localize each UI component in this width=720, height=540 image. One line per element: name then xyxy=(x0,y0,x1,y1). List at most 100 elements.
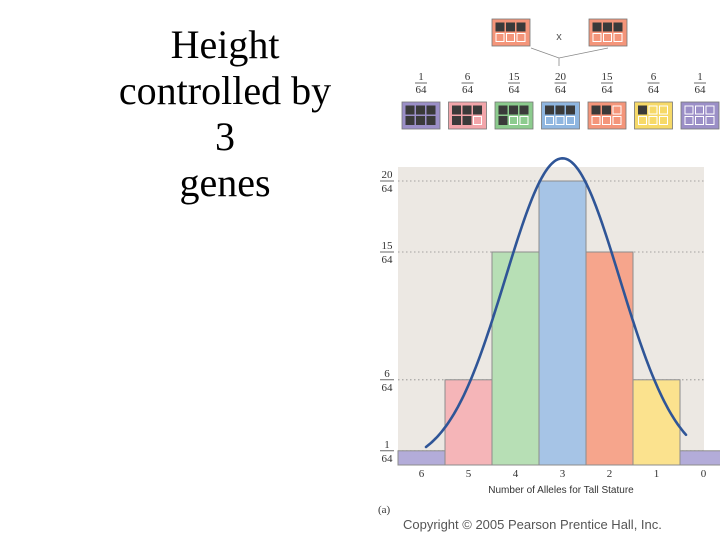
fraction-numerator: 6 xyxy=(651,71,657,83)
title-line-4: genes xyxy=(179,160,271,205)
dominant-allele-cell xyxy=(545,105,554,115)
offspring-genotype xyxy=(448,101,487,130)
bar-2-alleles xyxy=(585,251,634,466)
x-tick-label: 2 xyxy=(607,468,613,480)
dominant-allele-cell xyxy=(506,22,515,32)
recessive-allele-cell xyxy=(473,116,482,125)
offspring-fraction: 664 xyxy=(461,71,474,96)
dominant-allele-cell xyxy=(509,105,518,115)
x-tick-label: 6 xyxy=(419,468,425,480)
dominant-allele-cell xyxy=(462,105,472,115)
recessive-allele-cell xyxy=(638,116,647,125)
x-tick-label: 1 xyxy=(654,468,660,480)
recessive-allele-cell xyxy=(648,105,658,115)
recessive-allele-cell xyxy=(516,33,526,42)
recessive-allele-cell xyxy=(545,116,554,125)
fraction-numerator: 15 xyxy=(509,71,521,83)
dominant-allele-cell xyxy=(519,105,529,115)
offspring-genotype xyxy=(587,101,627,130)
x-tick-label: 3 xyxy=(560,468,566,480)
y-tick-numerator: 20 xyxy=(382,169,394,181)
dominant-allele-cell xyxy=(566,105,575,115)
parent-genotype-left xyxy=(491,18,531,47)
recessive-allele-cell xyxy=(506,33,515,42)
panel-label: (a) xyxy=(378,504,391,516)
bar-3-alleles xyxy=(538,180,587,466)
dominant-allele-cell xyxy=(498,116,508,125)
fraction-denominator: 64 xyxy=(602,84,614,96)
x-tick-label: 4 xyxy=(513,468,519,480)
dominant-allele-cell xyxy=(405,116,415,125)
offspring-fraction: 664 xyxy=(647,71,660,96)
offspring-genotype xyxy=(401,101,441,130)
recessive-allele-cell xyxy=(602,116,611,125)
recessive-allele-cell xyxy=(613,33,623,42)
title-line-2: controlled by xyxy=(118,68,332,113)
dominant-allele-cell xyxy=(638,105,647,115)
y-tick-numerator: 15 xyxy=(382,240,394,252)
parent-genotype-right xyxy=(588,18,628,47)
recessive-allele-cell xyxy=(659,116,668,125)
copyright-notice: Copyright © 2005 Pearson Prentice Hall, … xyxy=(403,517,662,532)
dominant-allele-cell xyxy=(452,105,461,115)
dominant-allele-cell xyxy=(613,22,623,32)
fraction-denominator: 64 xyxy=(695,84,707,96)
recessive-allele-cell xyxy=(705,116,715,125)
fraction-numerator: 1 xyxy=(418,71,424,83)
fraction-denominator: 64 xyxy=(555,84,567,96)
bar-6-alleles xyxy=(397,450,446,466)
fraction-numerator: 6 xyxy=(465,71,471,83)
recessive-allele-cell xyxy=(695,105,704,115)
recessive-allele-cell xyxy=(684,116,694,125)
offspring-genotype xyxy=(680,101,720,130)
recessive-allele-cell xyxy=(648,116,658,125)
bar-0-alleles xyxy=(679,450,720,466)
x-tick-label: 0 xyxy=(701,468,707,480)
dominant-allele-cell xyxy=(516,22,526,32)
dominant-allele-cell xyxy=(603,22,612,32)
dominant-allele-cell xyxy=(602,105,611,115)
fraction-denominator: 64 xyxy=(648,84,660,96)
y-tick-denominator: 64 xyxy=(382,382,394,394)
dominant-allele-cell xyxy=(473,105,482,115)
y-tick-label: 664 xyxy=(380,368,394,394)
dominant-allele-cell xyxy=(416,105,425,115)
recessive-allele-cell xyxy=(695,116,704,125)
dominant-allele-cell xyxy=(498,105,508,115)
dominant-allele-cell xyxy=(495,22,505,32)
offspring-genotype xyxy=(541,101,580,130)
offspring-fraction: 164 xyxy=(694,71,706,96)
fraction-numerator: 20 xyxy=(555,71,567,83)
fraction-denominator: 64 xyxy=(462,84,474,96)
x-axis-title: Number of Alleles for Tall Stature xyxy=(488,485,634,496)
bar-1-alleles xyxy=(632,379,681,466)
fraction-numerator: 1 xyxy=(697,71,703,83)
offspring-genotype xyxy=(494,101,534,130)
slide-title: Height controlled by 3 genes xyxy=(60,22,390,206)
dominant-allele-cell xyxy=(591,105,601,115)
y-tick-label: 164 xyxy=(380,439,394,465)
title-line-3: 3 xyxy=(215,114,235,159)
fraction-denominator: 64 xyxy=(416,84,428,96)
y-tick-denominator: 64 xyxy=(382,183,394,195)
recessive-allele-cell xyxy=(519,116,529,125)
y-tick-denominator: 64 xyxy=(382,254,394,266)
fraction-denominator: 64 xyxy=(509,84,521,96)
recessive-allele-cell xyxy=(705,105,715,115)
recessive-allele-cell xyxy=(555,116,565,125)
y-tick-numerator: 1 xyxy=(384,439,390,451)
dominant-allele-cell xyxy=(426,116,436,125)
dominant-allele-cell xyxy=(426,105,436,115)
recessive-allele-cell xyxy=(495,33,505,42)
offspring-fraction: 164 xyxy=(415,71,427,96)
bar-5-alleles xyxy=(444,379,493,466)
recessive-allele-cell xyxy=(509,116,518,125)
dominant-allele-cell xyxy=(462,116,472,125)
dominant-allele-cell xyxy=(592,22,602,32)
